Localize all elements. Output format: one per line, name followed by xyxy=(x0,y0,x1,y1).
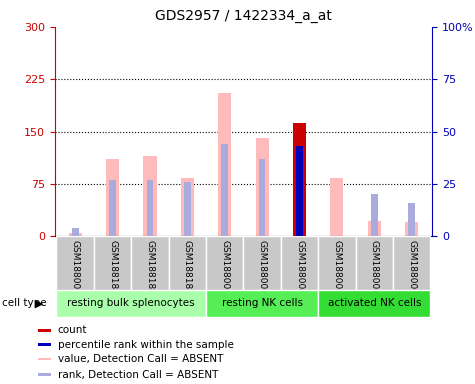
Bar xyxy=(259,159,266,236)
Bar xyxy=(69,233,82,236)
Text: cell type: cell type xyxy=(2,298,47,308)
Bar xyxy=(38,343,51,346)
Text: GSM188181: GSM188181 xyxy=(108,240,117,295)
Text: GSM188182: GSM188182 xyxy=(145,240,154,295)
Bar xyxy=(206,236,243,290)
Text: rank, Detection Call = ABSENT: rank, Detection Call = ABSENT xyxy=(57,370,218,380)
Bar xyxy=(169,236,206,290)
Bar xyxy=(184,182,191,236)
Bar xyxy=(147,180,153,236)
Bar xyxy=(318,290,430,317)
Bar xyxy=(256,139,269,236)
Text: percentile rank within the sample: percentile rank within the sample xyxy=(57,340,233,350)
Text: GSM188183: GSM188183 xyxy=(183,240,192,295)
Text: ▶: ▶ xyxy=(35,298,44,308)
Bar xyxy=(405,222,418,236)
Text: GSM188001: GSM188001 xyxy=(220,240,229,295)
Text: GSM188004: GSM188004 xyxy=(295,240,304,295)
Bar xyxy=(38,329,51,332)
Text: GSM188007: GSM188007 xyxy=(71,240,80,295)
Bar xyxy=(109,180,116,236)
Bar xyxy=(296,146,303,236)
Text: GSM188002: GSM188002 xyxy=(332,240,342,295)
Text: value, Detection Call = ABSENT: value, Detection Call = ABSENT xyxy=(57,354,223,364)
Bar xyxy=(94,236,131,290)
Bar xyxy=(281,236,318,290)
Bar xyxy=(371,194,378,236)
Bar xyxy=(356,236,393,290)
Bar xyxy=(318,236,356,290)
Text: resting NK cells: resting NK cells xyxy=(222,298,303,308)
Bar xyxy=(181,178,194,236)
Bar xyxy=(408,203,415,236)
Text: activated NK cells: activated NK cells xyxy=(328,298,421,308)
Bar xyxy=(72,228,78,236)
Bar xyxy=(57,236,94,290)
Bar xyxy=(106,159,119,236)
Bar xyxy=(393,236,430,290)
Bar xyxy=(131,236,169,290)
Bar xyxy=(368,221,381,236)
Bar xyxy=(218,93,231,236)
Text: GSM188005: GSM188005 xyxy=(370,240,379,295)
Bar xyxy=(143,156,156,236)
Text: resting bulk splenocytes: resting bulk splenocytes xyxy=(67,298,195,308)
Bar xyxy=(221,144,228,236)
Text: count: count xyxy=(57,326,87,336)
Bar xyxy=(331,178,343,236)
Title: GDS2957 / 1422334_a_at: GDS2957 / 1422334_a_at xyxy=(155,9,332,23)
Bar xyxy=(243,236,281,290)
Text: GSM188006: GSM188006 xyxy=(407,240,416,295)
Bar xyxy=(38,373,51,376)
Text: GSM188003: GSM188003 xyxy=(257,240,266,295)
Bar xyxy=(293,123,306,236)
Bar xyxy=(57,290,206,317)
Bar xyxy=(206,290,318,317)
Bar xyxy=(38,358,51,360)
